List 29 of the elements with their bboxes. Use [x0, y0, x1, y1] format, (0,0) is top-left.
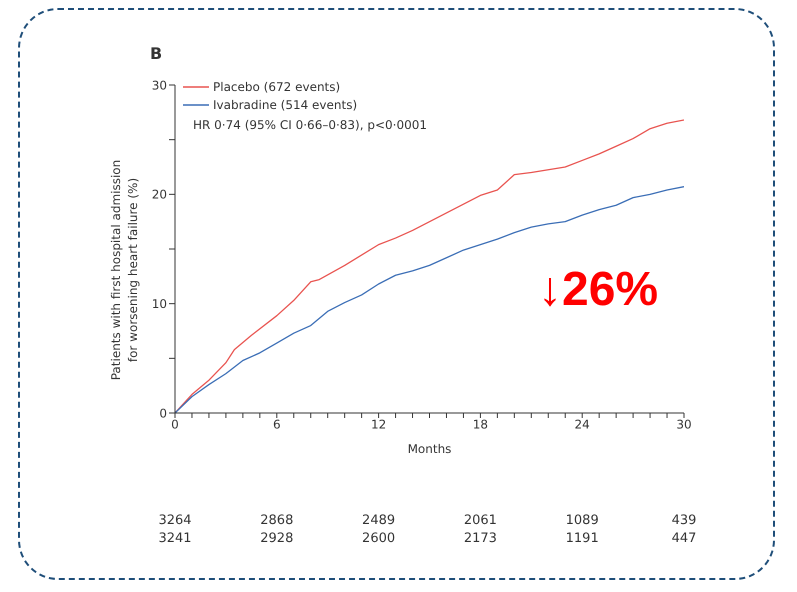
text: 2868 [259, 513, 294, 528]
text: 439 [670, 513, 698, 528]
text: 2928 [259, 531, 294, 546]
text: 447 [670, 531, 698, 546]
y-tick-label: 0 [159, 406, 167, 420]
x-tick-label: 12 [370, 418, 386, 432]
text: 3241 [157, 531, 193, 546]
y-tick-label: 30 [152, 78, 167, 92]
chart-title: B [150, 44, 162, 63]
x-tick-label: 30 [676, 418, 692, 432]
legend-label: Placebo (672 events) [213, 79, 340, 96]
x-axis-title: Months [408, 442, 452, 456]
text: 3264 [157, 513, 193, 528]
y-tick-label: 20 [152, 188, 167, 202]
text: 1191 [564, 531, 600, 546]
ylabel: Patients with first hospital admission for worsening heart failure (%) [108, 158, 141, 382]
text: 2600 [361, 531, 396, 546]
y-tick-label: 10 [152, 296, 167, 311]
annotation: ↓26% [538, 262, 658, 317]
annotation: HR 0·74 (95% CI 0·66–0·83), p<0·0001 [193, 118, 428, 132]
text: 1089 [564, 513, 600, 528]
x-tick-label: 18 [472, 418, 488, 432]
x-tick-label: 6 [272, 418, 281, 432]
text: 2489 [361, 513, 396, 528]
text: 2061 [462, 513, 498, 528]
text: 2173 [462, 531, 498, 546]
legend-label: Ivabradine (514 events) [213, 97, 358, 114]
x-tick-label: 24 [574, 418, 590, 432]
x-tick-label: 0 [171, 418, 179, 432]
